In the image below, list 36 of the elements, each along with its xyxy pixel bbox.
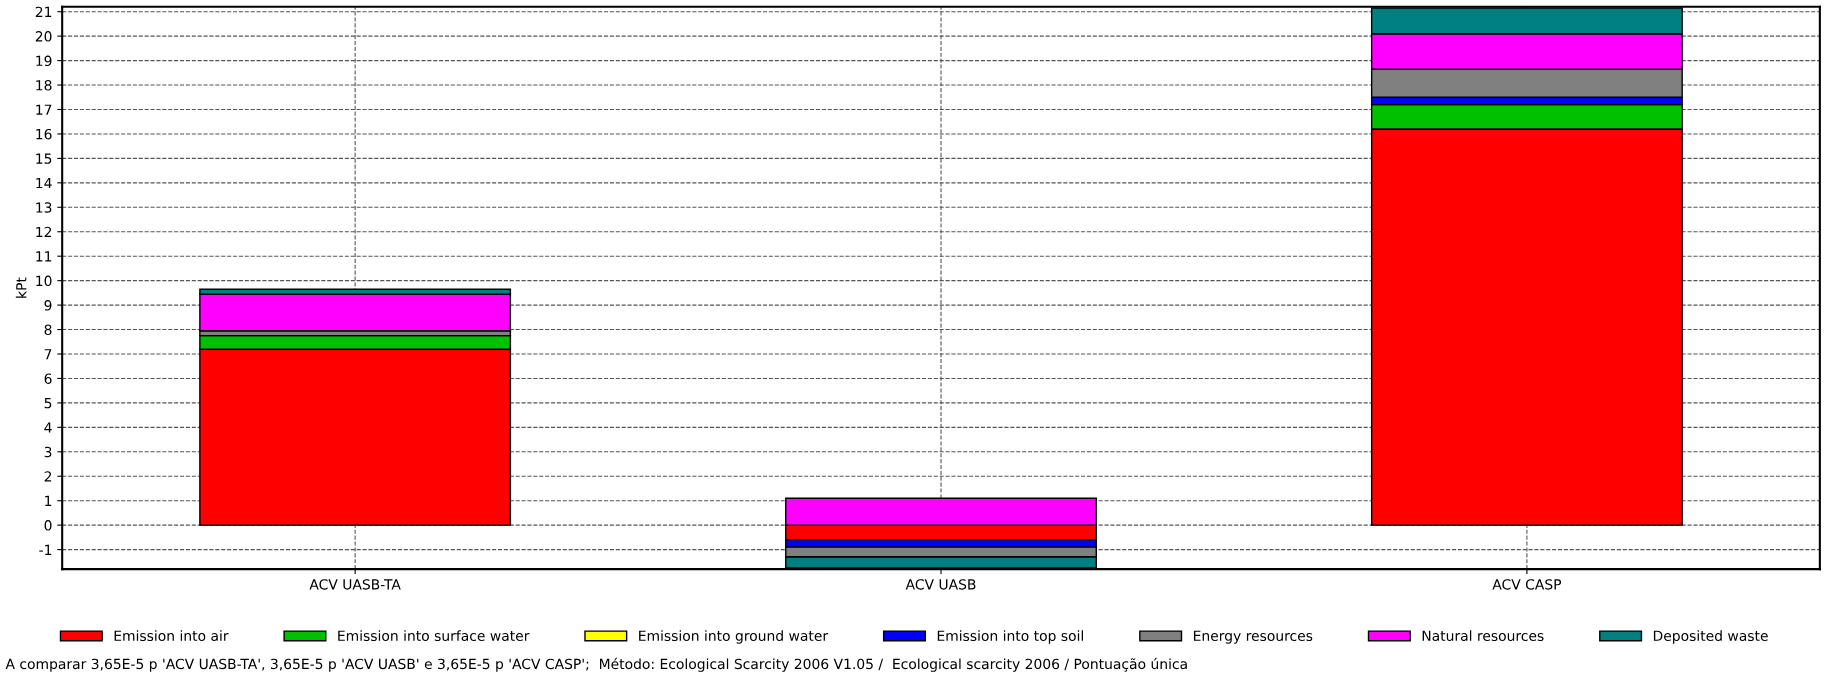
y-tick-label: 11 — [36, 251, 52, 262]
y-tick-label: 12 — [36, 226, 52, 238]
y-tick-label: -1 — [39, 544, 52, 555]
y-tick-label: 5 — [44, 398, 52, 409]
x-tick-label: ACV UASB — [905, 579, 976, 590]
y-tick-label: 21 — [35, 6, 52, 17]
y-tick-label: 6 — [44, 373, 52, 384]
legend-label: Deposited waste — [1653, 630, 1768, 644]
y-tick-label: 4 — [44, 422, 52, 433]
x-tick-label: ACV CASP — [1492, 579, 1562, 590]
y-tick-label: 13 — [36, 202, 52, 213]
y-tick-label: 20 — [35, 31, 52, 42]
bar — [199, 293, 512, 332]
y-tick-label: 16 — [36, 128, 52, 140]
y-tick-label: 8 — [44, 324, 52, 336]
y-tick-label: 3 — [44, 446, 52, 458]
legend-label: Natural resources — [1422, 630, 1544, 642]
y-axis-title: kPt — [15, 277, 27, 298]
legend-label: Emission into surface water — [338, 630, 530, 642]
y-tick-label: 14 — [36, 177, 52, 189]
legend-label: Energy resources — [1193, 630, 1313, 644]
y-tick-label: 19 — [36, 55, 52, 67]
legend-label: Emission into ground water — [639, 630, 829, 644]
y-tick-label: 9 — [44, 300, 52, 311]
y-tick-label: 18 — [36, 80, 52, 91]
y-tick-label: 10 — [36, 275, 52, 287]
legend-label: Emission into top soil — [937, 630, 1083, 644]
legend-label: Emission into air — [114, 630, 229, 642]
y-tick-label: 7 — [44, 349, 52, 360]
y-tick-label: 15 — [36, 153, 52, 164]
y-tick-label: 17 — [36, 104, 52, 115]
y-tick-label: 0 — [44, 520, 52, 531]
y-tick-label: 2 — [44, 471, 52, 482]
text: A comparar 3,65E-5 p 'ACV UASB-TA', 3,65E-5 p 'ACV UASB' e 3,65E-5 p 'ACV CASP'; Método: Ecological Scarcity 2006 V1.05 / Ecological scarcity 2006 / Pontuação única — [5, 657, 1187, 672]
x-tick-label: ACV UASB-TA — [309, 579, 401, 590]
y-tick-label: 1 — [45, 495, 52, 506]
